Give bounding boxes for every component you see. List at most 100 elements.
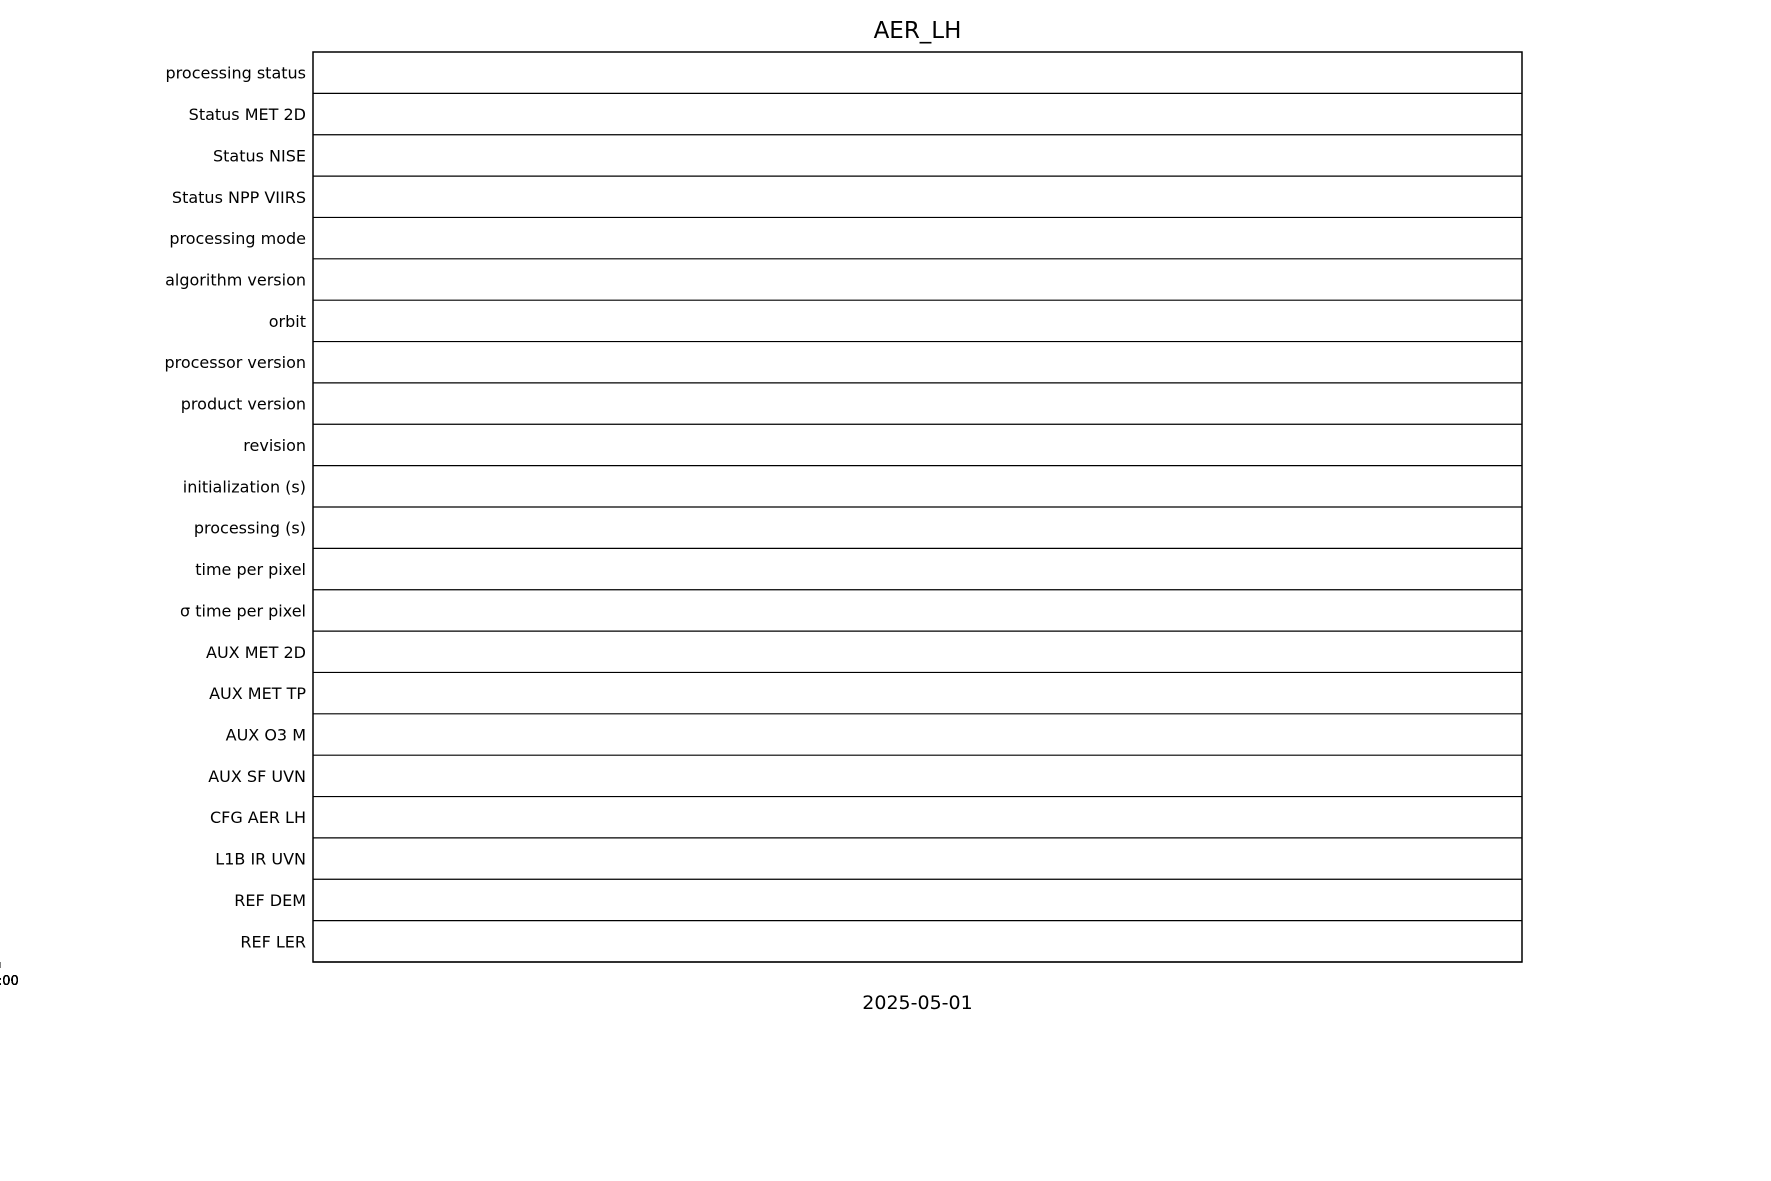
data-point	[0, 541, 3, 547]
data-point	[0, 627, 3, 633]
data-point	[0, 541, 3, 547]
data-point	[0, 507, 3, 513]
data-point	[0, 508, 3, 514]
data-point	[0, 583, 3, 589]
data-point	[0, 589, 3, 595]
data-point	[0, 493, 3, 499]
orbit-label: 39120	[0, 315, 18, 328]
data-point	[0, 589, 3, 595]
orbit-label: 39117	[0, 315, 18, 328]
data-point	[0, 519, 3, 525]
data-point	[0, 494, 3, 500]
data-point	[0, 537, 3, 543]
data-point	[0, 498, 3, 504]
data-point	[0, 508, 3, 514]
data-point	[0, 507, 3, 513]
data-point	[0, 583, 3, 589]
data-point	[0, 589, 3, 595]
data-point	[0, 497, 3, 503]
data-point	[0, 515, 3, 521]
data-point	[0, 496, 3, 502]
segment-label: Near-realtime	[0, 232, 44, 247]
data-point	[0, 515, 3, 521]
data-point	[0, 589, 3, 595]
data-point	[0, 512, 3, 518]
data-point	[0, 583, 3, 589]
orbit-label: 39121	[0, 315, 18, 328]
data-point	[0, 494, 3, 500]
data-point	[0, 626, 3, 632]
data-point	[0, 589, 3, 595]
data-point	[0, 512, 3, 518]
data-point	[0, 589, 3, 595]
data-point	[0, 538, 3, 544]
data-point	[0, 589, 3, 595]
data-point	[0, 536, 3, 542]
data-point	[0, 508, 3, 514]
data-point	[0, 507, 3, 513]
data-point	[0, 627, 3, 633]
data-point	[0, 538, 3, 544]
data-point	[0, 540, 3, 546]
data-point	[0, 512, 3, 518]
data-point	[0, 536, 3, 542]
data-point	[0, 589, 3, 595]
data-point	[0, 494, 3, 500]
data-point	[0, 589, 3, 595]
data-point	[0, 521, 3, 527]
data-point	[0, 541, 3, 547]
data-point	[0, 537, 3, 543]
row-labels: processing status Status MET 2D Status NIS…	[164, 64, 306, 952]
segment-label: 3.1.0	[0, 274, 17, 289]
data-point	[0, 541, 3, 547]
data-point	[0, 495, 3, 501]
data-point	[0, 589, 3, 595]
orbit-label: 39122	[0, 315, 18, 328]
data-point	[0, 512, 3, 518]
data-point	[0, 523, 3, 529]
data-point	[0, 589, 3, 595]
data-point	[0, 497, 3, 503]
data-point	[0, 542, 3, 548]
data-point	[0, 493, 3, 499]
data-point	[0, 517, 3, 523]
data-point	[0, 628, 3, 634]
data-point	[0, 498, 3, 504]
data-point	[0, 628, 3, 634]
data-point	[0, 540, 3, 546]
data-point	[0, 497, 3, 503]
data-point	[0, 497, 3, 503]
data-point	[0, 536, 3, 542]
data-point	[0, 626, 3, 632]
data-point	[0, 494, 3, 500]
orbit-label: 39123	[0, 315, 18, 328]
data-point	[0, 506, 3, 512]
data-point	[0, 626, 3, 632]
data-point	[0, 498, 3, 504]
data-point	[0, 514, 3, 520]
data-point	[0, 496, 3, 502]
data-point	[0, 589, 3, 595]
data-point	[0, 583, 3, 589]
data-point	[0, 517, 3, 523]
data-point	[0, 510, 3, 516]
data-point	[0, 519, 3, 525]
segment-label: f775492ad134	[0, 439, 48, 454]
data-point	[0, 497, 3, 503]
data-point	[0, 541, 3, 547]
data-point	[0, 541, 3, 547]
data-point	[0, 589, 3, 595]
data-point	[0, 497, 3, 503]
data-point	[0, 589, 3, 595]
data-point	[0, 628, 3, 634]
orbit-label: 39116	[0, 315, 18, 328]
data-point	[0, 537, 3, 543]
data-point	[0, 519, 3, 525]
data-point	[0, 627, 3, 633]
data-point	[0, 520, 3, 526]
data-point	[0, 589, 3, 595]
data-point	[0, 589, 3, 595]
data-point	[0, 523, 3, 529]
data-point	[0, 536, 3, 542]
chart-title: AER_LH	[873, 18, 962, 44]
